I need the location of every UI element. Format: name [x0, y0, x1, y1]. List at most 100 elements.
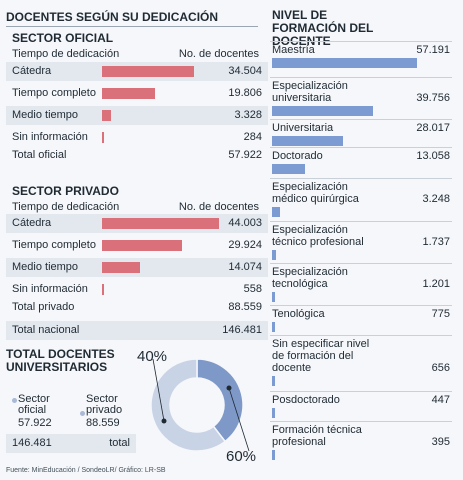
privado-bar [102, 262, 140, 273]
formacion-bar [272, 322, 275, 332]
oficial-total-value: 57.922 [228, 149, 262, 161]
nacional-total-value: 146.481 [222, 324, 262, 336]
formacion-category-label: Tenológica [272, 308, 325, 320]
formacion-category-label: Especialización tecnológica [272, 266, 348, 290]
formacion-item: Especialización médico quirúrgica 3.248 [270, 181, 452, 219]
formacion-category-label: Doctorado [272, 150, 323, 162]
privado-total-label: Total privado [12, 301, 75, 313]
formacion-item: Formación técnica profesional 395 [270, 424, 452, 462]
oficial-bar [102, 88, 155, 99]
privado-value-label: 558 [243, 283, 262, 295]
oficial-percent-label: 40% [137, 348, 168, 365]
formacion-bar [272, 450, 275, 460]
formacion-bar [272, 164, 306, 174]
privado-total-value: 88.559 [228, 301, 262, 313]
oficial-bar [102, 132, 104, 143]
privado-category-label: Medio tiempo [12, 261, 79, 273]
formacion-value-label: 57.191 [416, 44, 450, 56]
formacion-category-label: Especialización médico quirúrgica [272, 181, 359, 205]
formacion-category-label: Maestría [272, 44, 315, 56]
total-docentes-row: 146.481 total [6, 434, 136, 453]
formacion-category-label: Sin especificar nivel de formación del d… [272, 338, 370, 374]
sector-oficial-title: SECTOR OFICIAL [12, 31, 114, 45]
formacion-bar [272, 58, 417, 68]
oficial-category-label: Sin información [12, 131, 88, 143]
oficial-row: Sin información 284 [6, 128, 268, 147]
donut-slice-oficial [196, 358, 244, 443]
privado-legend-label: Sector privado [86, 393, 123, 416]
dedicacion-title: DOCENTES SEGÚN SU DEDICACIÓN [6, 10, 219, 24]
formacion-divider [270, 77, 452, 78]
dedicacion-title-rule [6, 26, 258, 27]
formacion-value-label: 39.756 [416, 92, 450, 104]
oficial-total-row: Total oficial 57.922 [6, 146, 268, 165]
formacion-value-label: 28.017 [416, 122, 450, 134]
oficial-value-label: 284 [243, 131, 262, 143]
formacion-item: Especialización universitaria 39.756 [270, 80, 452, 118]
formacion-divider [270, 41, 452, 42]
privado-total-row: Total privado 88.559 [6, 298, 268, 317]
privado-legend-dot [80, 411, 85, 416]
formacion-divider [270, 335, 452, 336]
privado-bar [102, 218, 220, 229]
nacional-total-row: Total nacional 146.481 [6, 321, 268, 340]
formacion-item: Sin especificar nivel de formación del d… [270, 338, 452, 388]
formacion-value-label: 395 [431, 436, 450, 448]
privado-value-label: 14.074 [228, 261, 262, 273]
formacion-title: NIVEL DE FORMACIÓN DEL DOCENTE [272, 8, 374, 48]
formacion-item: Especialización tecnológica 1.201 [270, 266, 452, 304]
oficial-value-label: 19.806 [228, 87, 262, 99]
oficial-value-label: 34.504 [228, 65, 262, 77]
oficial-col-value: No. de docentes [178, 48, 259, 60]
formacion-item: Especialización técnico profesional 1.737 [270, 224, 452, 262]
formacion-divider [270, 147, 452, 148]
privado-value-label: 44.003 [228, 217, 262, 229]
total-docentes-title: TOTAL DOCENTES UNIVERSITARIOS [6, 347, 115, 374]
oficial-row: Cátedra 34.504 [6, 62, 268, 81]
formacion-divider [270, 421, 452, 422]
nacional-total-label: Total nacional [12, 324, 80, 336]
privado-value-label: 29.924 [228, 239, 262, 251]
oficial-bar [102, 110, 111, 121]
formacion-divider [270, 263, 452, 264]
source-note: Fuente: MinEducación / SondeoLR/ Gráfico… [6, 467, 166, 474]
formacion-value-label: 13.058 [416, 150, 450, 162]
privado-col-value: No. de docentes [178, 201, 259, 213]
total-docentes-value: 146.481 [12, 437, 52, 449]
oficial-row: Medio tiempo 3.328 [6, 106, 268, 125]
formacion-bar [272, 136, 344, 146]
oficial-category-label: Tiempo completo [12, 87, 96, 99]
oficial-callout-line [228, 387, 250, 452]
privado-row: Tiempo completo 29.924 [6, 236, 268, 255]
oficial-row: Tiempo completo 19.806 [6, 84, 268, 103]
formacion-category-label: Especialización técnico profesional [272, 224, 364, 248]
privado-callout-line [152, 358, 165, 422]
formacion-divider [270, 305, 452, 306]
formacion-value-label: 3.248 [422, 193, 450, 205]
formacion-bar [272, 408, 275, 418]
formacion-bar [272, 292, 276, 302]
total-docentes-label: total [109, 437, 130, 449]
oficial-total-label: Total oficial [12, 149, 67, 161]
oficial-value-label: 3.328 [234, 109, 262, 121]
formacion-divider [270, 391, 452, 392]
sector-privado-title: SECTOR PRIVADO [12, 184, 119, 198]
privado-bar [102, 284, 104, 295]
oficial-bar [102, 66, 194, 77]
formacion-divider [270, 119, 452, 120]
privado-percent-label: 60% [226, 448, 257, 465]
formacion-item: Universitaria 28.017 [270, 122, 452, 148]
oficial-category-label: Medio tiempo [12, 109, 79, 121]
privado-bar [102, 240, 182, 251]
oficial-legend-label: Sector oficial [18, 393, 50, 416]
formacion-item: Maestría 57.191 [270, 44, 452, 70]
formacion-bar [272, 207, 281, 217]
privado-col-label: Tiempo de dedicación [12, 201, 120, 213]
oficial-col-label: Tiempo de dedicación [12, 48, 120, 60]
privado-category-label: Cátedra [12, 217, 52, 229]
formacion-category-label: Formación técnica profesional [272, 424, 362, 448]
privado-row: Cátedra 44.003 [6, 214, 268, 233]
formacion-category-label: Especialización universitaria [272, 80, 348, 104]
formacion-item: Tenológica 775 [270, 308, 452, 334]
privado-category-label: Tiempo completo [12, 239, 96, 251]
